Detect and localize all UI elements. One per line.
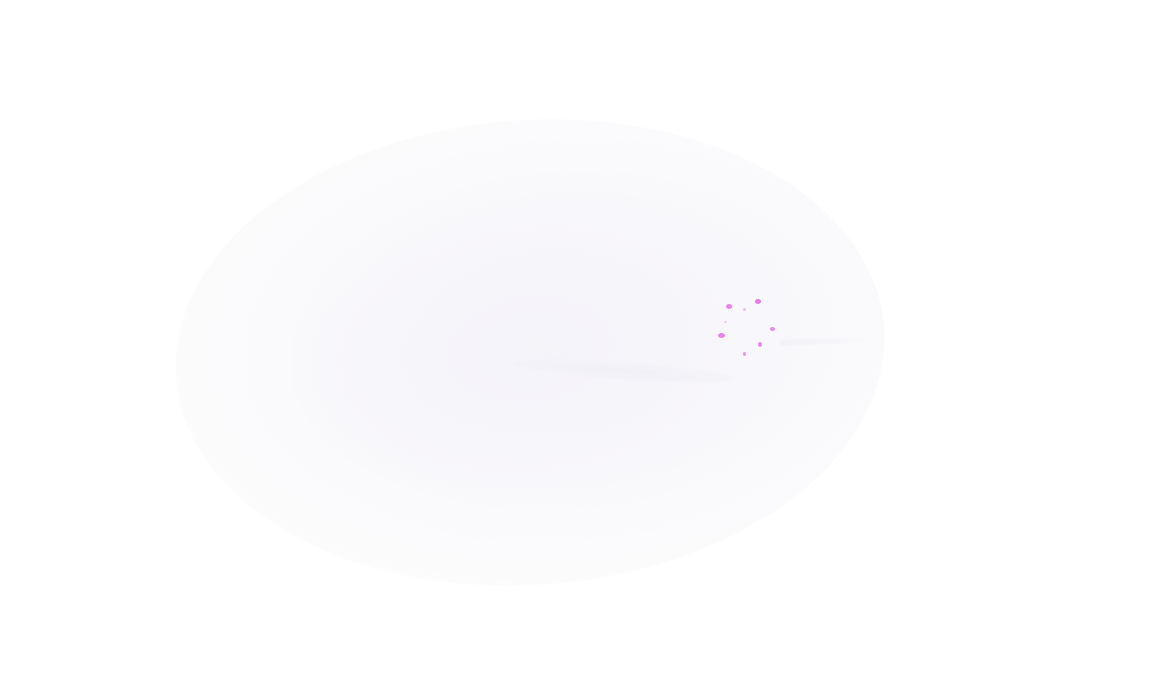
spinner-dot (755, 299, 761, 304)
spinner-dot (743, 308, 746, 311)
spinner-dot (718, 333, 725, 338)
spinner-dot (770, 327, 775, 331)
spinner-dot (758, 342, 762, 347)
spinner-dot (743, 352, 746, 356)
spinner-dot (726, 304, 732, 309)
spinner-dot (724, 321, 727, 323)
loading-spinner-icon (716, 296, 778, 358)
